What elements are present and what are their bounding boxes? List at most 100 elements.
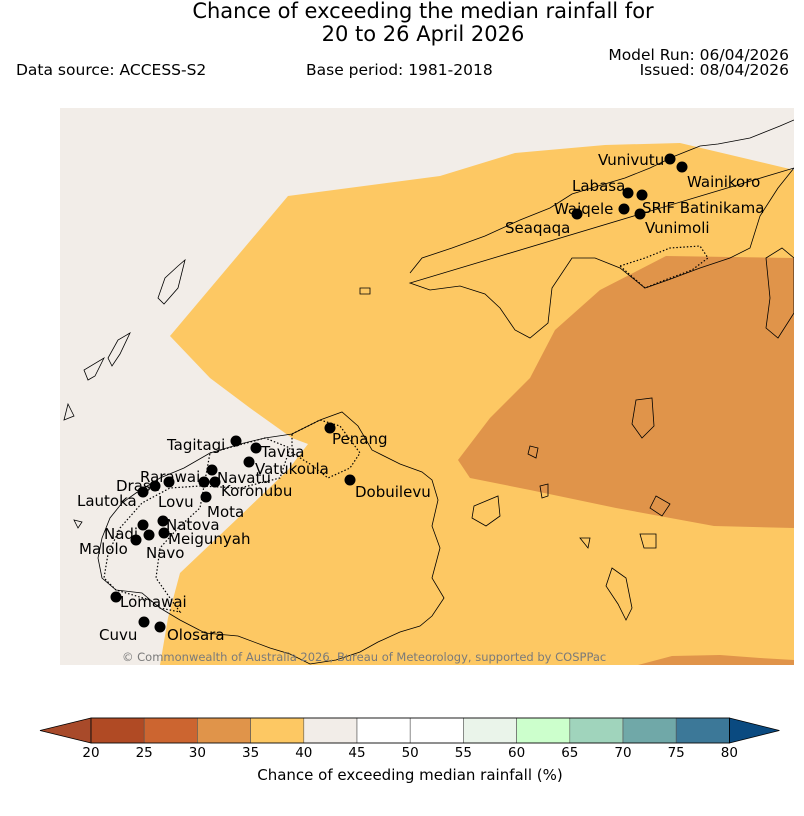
town-label: Natova bbox=[166, 516, 220, 534]
ovalau-island bbox=[527, 445, 539, 459]
colorbar-tick-label: 80 bbox=[721, 745, 738, 761]
colorbar-tick-label: 35 bbox=[242, 745, 259, 761]
colorbar-segment bbox=[356, 717, 411, 744]
town-marker bbox=[664, 153, 676, 165]
town-marker bbox=[138, 616, 150, 628]
town-label: Labasa bbox=[572, 177, 625, 195]
town-marker bbox=[110, 591, 122, 603]
town-marker bbox=[137, 486, 149, 498]
vanua-levu-coast bbox=[408, 119, 794, 339]
kadavu-island bbox=[605, 567, 633, 621]
town-label: Malolo bbox=[79, 540, 128, 558]
probability-zone-30-35 bbox=[458, 256, 794, 528]
town-marker bbox=[230, 435, 242, 447]
gau-island bbox=[631, 397, 655, 439]
town-label: Drasa bbox=[116, 477, 160, 495]
town-label: Lovu bbox=[158, 493, 194, 511]
copyright-notice: © Commonwealth of Australia 2026, Bureau… bbox=[122, 650, 606, 664]
town-label: Cuvu bbox=[99, 626, 137, 644]
town-marker bbox=[137, 519, 149, 531]
town-marker bbox=[130, 534, 142, 546]
town-marker bbox=[571, 208, 583, 220]
town-label: Navatu bbox=[217, 469, 271, 487]
small-islands bbox=[73, 287, 657, 549]
town-label: Mota bbox=[207, 503, 244, 521]
town-marker bbox=[344, 474, 356, 486]
colorbar-tick-label: 55 bbox=[455, 745, 472, 761]
colorbar-tick-label: 70 bbox=[614, 745, 631, 761]
colorbar-segment bbox=[675, 717, 730, 744]
colorbar: 20 25 30 35 40 45 50 55 60 65 70 75 80 bbox=[39, 717, 780, 761]
town-marker bbox=[676, 161, 688, 173]
probability-zone-30-35-south bbox=[638, 655, 794, 665]
issued-date: Issued: 08/04/2026 bbox=[639, 61, 789, 79]
colorbar-segment bbox=[516, 717, 571, 744]
town-label: SRIF Batinikama bbox=[642, 199, 764, 217]
colorbar-segment bbox=[569, 717, 624, 744]
colorbar-segment bbox=[143, 717, 198, 744]
colorbar-segment bbox=[303, 717, 358, 744]
town-label: Vunimoli bbox=[645, 219, 710, 237]
town-marker bbox=[206, 464, 218, 476]
town-label: Nadi bbox=[104, 525, 138, 543]
town-marker bbox=[158, 527, 170, 539]
town-marker bbox=[143, 529, 155, 541]
viti-levu-coast bbox=[97, 411, 445, 665]
town-label: Seaqaqa bbox=[505, 219, 570, 237]
town-marker bbox=[149, 480, 161, 492]
taveuni-coast bbox=[765, 247, 794, 339]
town-marker bbox=[243, 456, 255, 468]
town-label: Dobuilevu bbox=[355, 483, 431, 501]
town-marker bbox=[618, 203, 630, 215]
coastlines bbox=[63, 119, 794, 665]
moala-island bbox=[649, 495, 671, 517]
data-source: Data source: ACCESS-S2 bbox=[16, 61, 207, 79]
colorbar-tick-label: 60 bbox=[508, 745, 525, 761]
colorbar-outline bbox=[90, 717, 730, 744]
town-label: Lomawai bbox=[120, 593, 187, 611]
colorbar-tick-label: 30 bbox=[189, 745, 206, 761]
rainfall-map: © Commonwealth of Australia 2026, Bureau… bbox=[60, 108, 794, 665]
town-marker bbox=[324, 422, 336, 434]
towns-layer: Vunivutu Wainikoro Labasa SRIF Batinikama Wa… bbox=[77, 151, 764, 644]
colorbar-tick-label: 65 bbox=[561, 745, 578, 761]
town-marker bbox=[634, 208, 646, 220]
colorbar-extend-low bbox=[39, 717, 92, 744]
town-marker bbox=[200, 491, 212, 503]
town-label: Vunivutu bbox=[598, 151, 664, 169]
town-label: Tagitagi bbox=[166, 436, 225, 454]
town-marker bbox=[250, 442, 262, 454]
beqa-island bbox=[471, 495, 501, 527]
yasawa-islands bbox=[63, 258, 186, 421]
colorbar-tick-label: 45 bbox=[348, 745, 365, 761]
town-label: Navo bbox=[146, 544, 184, 562]
town-marker bbox=[157, 515, 169, 527]
town-marker bbox=[154, 621, 166, 633]
town-label: Vatukoula bbox=[255, 460, 329, 478]
colorbar-segment bbox=[90, 717, 145, 744]
base-period: Base period: 1981-2018 bbox=[306, 61, 493, 79]
colorbar-segment bbox=[463, 717, 517, 744]
catchment-boundaries bbox=[103, 245, 709, 613]
town-marker bbox=[622, 187, 634, 199]
town-marker bbox=[636, 189, 648, 201]
town-marker bbox=[209, 476, 221, 488]
town-label: Koronubu bbox=[221, 482, 292, 500]
model-run: Model Run: 06/04/2026 bbox=[608, 46, 789, 64]
colorbar-tick-label: 50 bbox=[402, 745, 419, 761]
town-label: Penang bbox=[332, 430, 387, 448]
town-label: Lautoka bbox=[77, 492, 137, 510]
town-marker bbox=[198, 476, 210, 488]
colorbar-segment bbox=[622, 717, 677, 744]
map-title-line1: Chance of exceeding the median rainfall … bbox=[192, 0, 654, 23]
colorbar-segment bbox=[409, 717, 464, 744]
town-label: Wainikoro bbox=[687, 173, 760, 191]
colorbar-tick-label: 25 bbox=[136, 745, 153, 761]
colorbar-segment bbox=[197, 717, 251, 744]
colorbar-extend-high bbox=[729, 717, 780, 744]
town-label: Olosara bbox=[167, 626, 225, 644]
colorbar-segment bbox=[250, 717, 305, 744]
koro-island bbox=[539, 483, 549, 499]
town-label: Waiqele bbox=[554, 200, 613, 218]
colorbar-tick-label: 40 bbox=[295, 745, 312, 761]
